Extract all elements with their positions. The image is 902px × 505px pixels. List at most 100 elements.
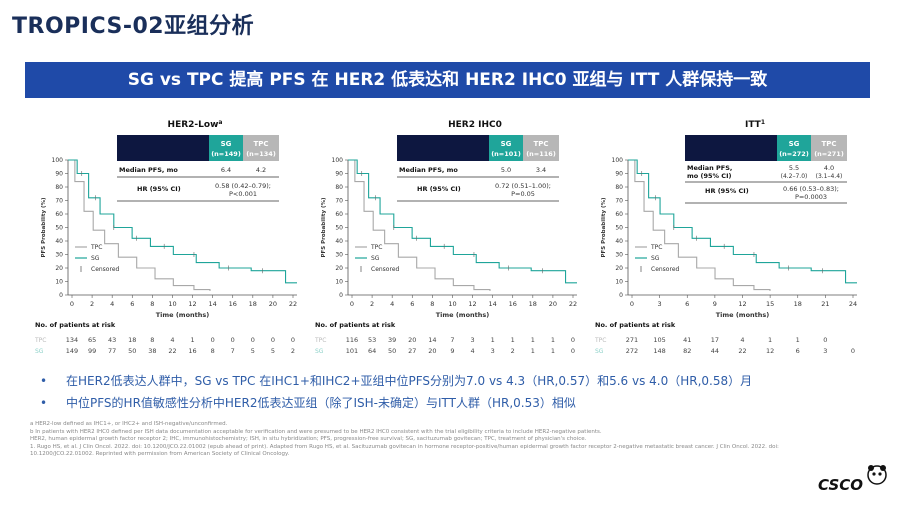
table-header-dark xyxy=(117,135,209,161)
risk-tpc-value: 39 xyxy=(388,336,396,344)
panel-title: ITT1 xyxy=(745,119,765,130)
panel-title-text: HER2 IHC0 xyxy=(448,120,502,130)
x-tick-label: 8 xyxy=(150,300,154,308)
x-axis-label: Time (months) xyxy=(716,311,770,319)
risk-sg-value: 44 xyxy=(711,347,719,355)
sg-header-n: (n=149) xyxy=(211,150,241,158)
sg-header-cell xyxy=(209,135,243,161)
hr-value: 0.58 (0.42–0.79); xyxy=(215,182,271,190)
risk-tpc-value: 116 xyxy=(346,336,358,344)
tpc-curve xyxy=(348,159,491,291)
tpc-curve xyxy=(628,159,771,291)
x-tick-label: 21 xyxy=(821,300,829,308)
risk-sg-value: 77 xyxy=(108,347,116,355)
x-tick-label: 20 xyxy=(549,300,557,308)
risk-sg-value: 6 xyxy=(796,347,800,355)
risk-tpc-value: 0 xyxy=(291,336,295,344)
sg-header-cell xyxy=(489,135,523,161)
y-tick-label: 10 xyxy=(615,279,623,286)
risk-sg-value: 1 xyxy=(551,347,555,355)
x-tick-label: 16 xyxy=(509,300,517,308)
tpc-header-label: TPC xyxy=(533,140,548,148)
risk-tpc-value: 105 xyxy=(653,336,665,344)
y-tick-label: 20 xyxy=(55,265,63,272)
sg-header-label: SG xyxy=(221,140,232,148)
footnote: a HER2-low defined as IHC1+, or IHC2+ an… xyxy=(30,421,228,427)
tpc-header-n: (n=116) xyxy=(526,150,556,158)
y-tick-label: 60 xyxy=(615,211,623,218)
risk-sg-label: SG xyxy=(315,348,324,355)
risk-sg-value: 20 xyxy=(428,347,436,355)
median-label: Median PFS, mo xyxy=(119,166,178,174)
footnote: 1. Rugo HS, et al. J Clin Oncol. 2022. d… xyxy=(30,443,779,450)
risk-tpc-value: 43 xyxy=(108,336,116,344)
risk-sg-value: 12 xyxy=(766,347,774,355)
risk-tpc-value: 1 xyxy=(768,336,772,344)
risk-tpc-value: 0 xyxy=(251,336,255,344)
y-tick-label: 100 xyxy=(332,157,344,164)
risk-sg-value: 1 xyxy=(531,347,535,355)
sg-header-label: SG xyxy=(789,140,800,148)
bullet-icon: • xyxy=(40,396,48,410)
risk-tpc-value: 1 xyxy=(796,336,800,344)
hr-pvalue: P<0.001 xyxy=(229,190,257,198)
km-chart: HER2-Lowa SG (n=149) TPC (n=134) Median PFS, … xyxy=(35,119,297,355)
legend-sg-label: SG xyxy=(91,255,100,262)
risk-tpc-value: 20 xyxy=(408,336,416,344)
x-tick-label: 9 xyxy=(713,300,717,308)
x-tick-label: 12 xyxy=(468,300,476,308)
x-tick-label: 4 xyxy=(390,300,394,308)
risk-sg-value: 27 xyxy=(408,347,416,355)
y-tick-label: 60 xyxy=(55,211,63,218)
median-tpc-value: 3.4 xyxy=(536,166,546,174)
risk-tpc-value: 0 xyxy=(211,336,215,344)
risk-sg-value: 2 xyxy=(291,347,295,355)
bullet-item: • 在HER2低表达人群中，SG vs TPC 在IHC1+和IHC2+亚组中位P… xyxy=(30,370,870,392)
risk-sg-value: 82 xyxy=(683,347,691,355)
risk-tpc-value: 3 xyxy=(470,336,474,344)
x-tick-label: 18 xyxy=(794,300,802,308)
x-tick-label: 18 xyxy=(529,300,537,308)
km-panel-her2-low: HER2-Lowa SG (n=149) TPC (n=134) Median PFS, … xyxy=(35,115,307,365)
risk-sg-value: 5 xyxy=(271,347,275,355)
legend-sg-label: SG xyxy=(371,255,380,262)
km-chart: HER2 IHC0 SG (n=101) TPC (n=116) Median PFS, … xyxy=(315,120,577,355)
km-panel-her2-ihc0: HER2 IHC0 SG (n=101) TPC (n=116) Median PFS, … xyxy=(315,115,587,365)
risk-sg-value: 22 xyxy=(168,347,176,355)
y-tick-label: 60 xyxy=(335,211,343,218)
risk-tpc-value: 18 xyxy=(128,336,136,344)
risk-sg-value: 9 xyxy=(450,347,454,355)
y-tick-label: 10 xyxy=(55,279,63,286)
tpc-header-cell xyxy=(811,135,847,161)
y-tick-label: 80 xyxy=(55,184,63,191)
panel-title-superscript: a xyxy=(218,119,222,126)
bullet-item: • 中位PFS的HR值敏感性分析中HER2低表达亚组（除了ISH-未确定）与ITT… xyxy=(30,392,870,414)
risk-sg-value: 3 xyxy=(823,347,827,355)
risk-sg-value: 50 xyxy=(128,347,136,355)
y-tick-label: 100 xyxy=(52,157,64,164)
logo-text: CSCO xyxy=(818,476,864,494)
y-tick-label: 50 xyxy=(615,225,623,232)
x-tick-label: 8 xyxy=(430,300,434,308)
y-tick-label: 0 xyxy=(339,292,343,299)
y-tick-label: 10 xyxy=(335,279,343,286)
legend-tpc-label: TPC xyxy=(370,244,382,251)
tpc-header-cell xyxy=(243,135,279,161)
risk-sg-value: 22 xyxy=(738,347,746,355)
risk-sg-value: 64 xyxy=(368,347,376,355)
footnote: 10.1200/JCO.22.01002. Reprinted with per… xyxy=(30,451,290,457)
risk-sg-value: 4 xyxy=(470,347,474,355)
x-tick-label: 16 xyxy=(229,300,237,308)
x-tick-label: 18 xyxy=(249,300,257,308)
y-tick-label: 90 xyxy=(55,171,63,178)
panel-title-superscript: 1 xyxy=(761,119,765,126)
risk-sg-value: 5 xyxy=(251,347,255,355)
risk-sg-value: 3 xyxy=(491,347,495,355)
y-tick-label: 40 xyxy=(335,238,343,245)
y-tick-label: 80 xyxy=(615,184,623,191)
median-label: Median PFS, mo xyxy=(399,166,458,174)
risk-tpc-value: 1 xyxy=(551,336,555,344)
table-header-dark xyxy=(685,135,777,161)
sg-header-cell xyxy=(777,135,811,161)
